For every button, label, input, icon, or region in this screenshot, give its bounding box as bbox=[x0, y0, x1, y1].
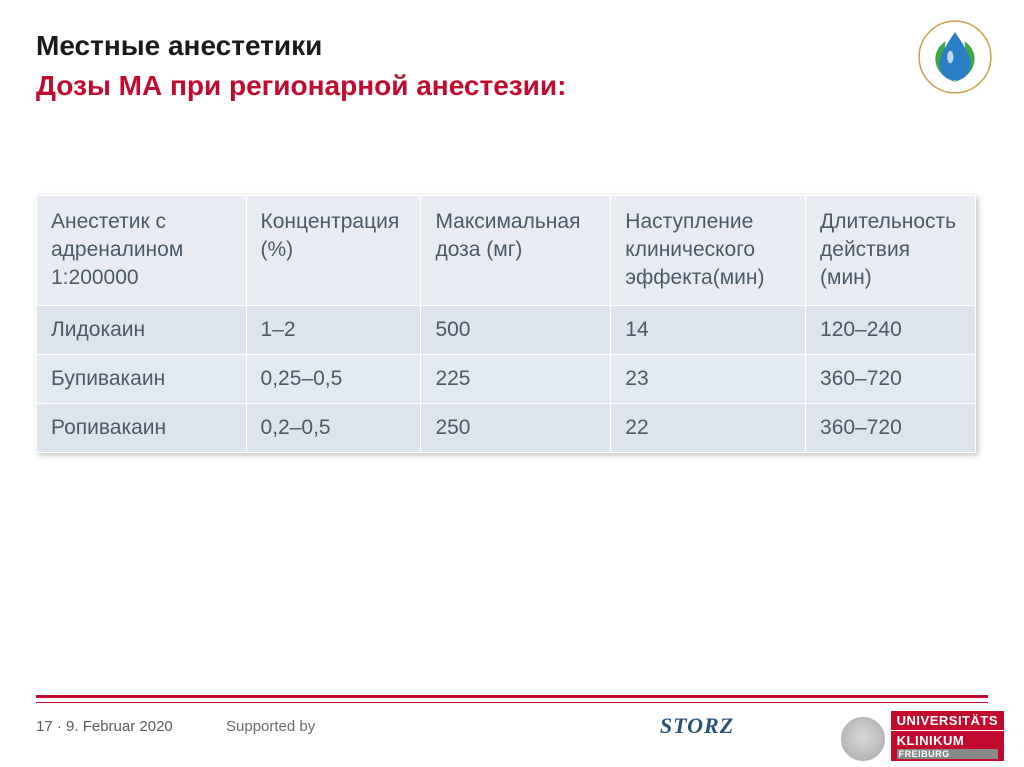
slide: Местные анестетики Дозы МА при регионарн… bbox=[0, 0, 1024, 767]
col-header: Длительность действия (мин) bbox=[806, 195, 976, 305]
university-wordmark: UNIVERSITÄTS KLINIKUMFREIBURG bbox=[891, 711, 1004, 761]
university-logo: UNIVERSITÄTS KLINIKUMFREIBURG bbox=[841, 711, 1004, 761]
cell: 225 bbox=[421, 354, 611, 403]
footer-rule bbox=[36, 695, 988, 698]
supported-by-label: Supported by bbox=[226, 718, 406, 735]
col-header: Анестетик с адреналином 1:200000 bbox=[37, 195, 247, 305]
cell: 120–240 bbox=[806, 305, 976, 354]
cell: 360–720 bbox=[806, 403, 976, 452]
table-header-row: Анестетик с адреналином 1:200000 Концент… bbox=[37, 195, 976, 305]
cell: 500 bbox=[421, 305, 611, 354]
col-header: Наступление клинического эффекта(мин) bbox=[611, 195, 806, 305]
doses-table: Анестетик с адреналином 1:200000 Концент… bbox=[36, 195, 976, 453]
university-seal-icon bbox=[841, 717, 885, 761]
cell: Ропивакаин bbox=[37, 403, 247, 452]
cell: 0,25–0,5 bbox=[246, 354, 421, 403]
org-logo bbox=[916, 18, 994, 96]
table-row: Ропивакаин 0,2–0,5 250 22 360–720 bbox=[37, 403, 976, 452]
cell: 14 bbox=[611, 305, 806, 354]
cell: 360–720 bbox=[806, 354, 976, 403]
table-row: Лидокаин 1–2 500 14 120–240 bbox=[37, 305, 976, 354]
uni-line1: UNIVERSITÄTS bbox=[891, 711, 1004, 730]
cell: 0,2–0,5 bbox=[246, 403, 421, 452]
table-row: Бупивакаин 0,25–0,5 225 23 360–720 bbox=[37, 354, 976, 403]
drop-leaf-icon bbox=[916, 18, 994, 96]
page-date: 17 · 9. Februar 2020 bbox=[36, 718, 226, 735]
cell: Лидокаин bbox=[37, 305, 247, 354]
col-header: Максимальная доза (мг) bbox=[421, 195, 611, 305]
footer: 17 · 9. Februar 2020 Supported by STORZ … bbox=[0, 695, 1024, 767]
sponsor-text: STORZ bbox=[660, 713, 734, 739]
cell: 22 bbox=[611, 403, 806, 452]
uni-line2: KLINIKUMFREIBURG bbox=[891, 731, 1004, 761]
cell: 1–2 bbox=[246, 305, 421, 354]
cell: 23 bbox=[611, 354, 806, 403]
page-title: Местные анестетики bbox=[36, 28, 988, 64]
cell: 250 bbox=[421, 403, 611, 452]
col-header: Концентрация (%) bbox=[246, 195, 421, 305]
cell: Бупивакаин bbox=[37, 354, 247, 403]
page-subtitle: Дозы МА при регионарной анестезии: bbox=[36, 68, 988, 104]
title-block: Местные анестетики Дозы МА при регионарн… bbox=[36, 28, 988, 105]
